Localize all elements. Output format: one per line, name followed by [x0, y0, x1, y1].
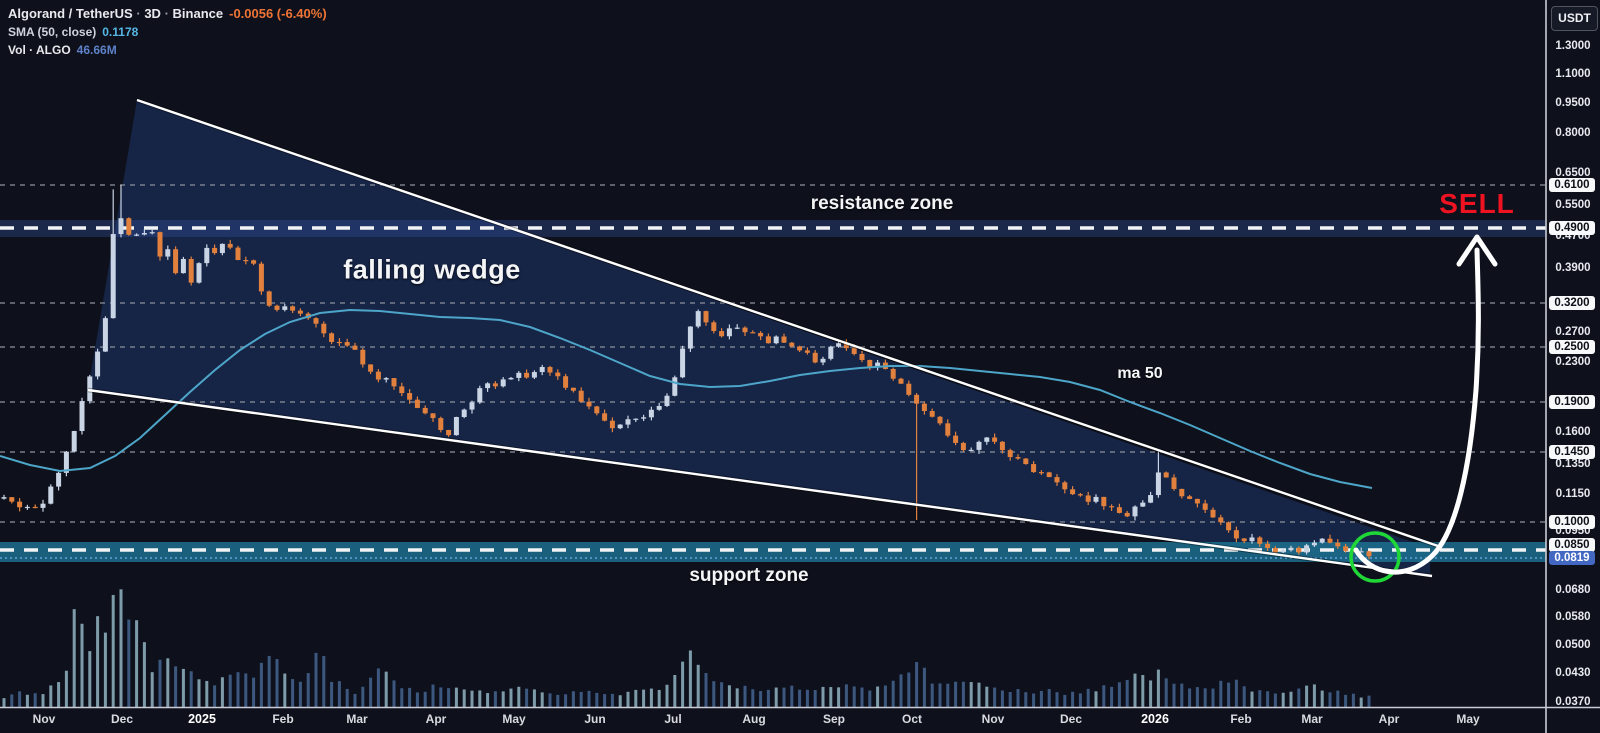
price-axis-label: 0.1350 [1555, 458, 1591, 470]
current-price-label: 0.0819 [1549, 551, 1595, 565]
sma-label: SMA (50, close) [8, 25, 97, 39]
volume-indicator-row[interactable]: Vol · ALGO 46.66M [8, 41, 327, 59]
time-axis-month-label: Apr [1378, 712, 1400, 726]
price-level-label: 0.1450 [1549, 445, 1595, 459]
time-axis-month-label: Dec [110, 712, 134, 726]
price-axis-label: 0.6500 [1555, 167, 1591, 179]
chart-legend: Algorand / TetherUS · 3D · Binance -0.005… [8, 5, 327, 59]
price-level-label: 0.3200 [1549, 296, 1595, 310]
price-axis-label: 1.3000 [1555, 40, 1591, 52]
price-axis-label: 0.0370 [1555, 696, 1591, 708]
time-axis-year-label: 2025 [188, 712, 216, 726]
symbol-row[interactable]: Algorand / TetherUS · 3D · Binance -0.005… [8, 5, 327, 23]
price-axis-label: 0.0680 [1555, 584, 1591, 596]
sell-annotation[interactable]: SELL [1439, 188, 1515, 219]
currency-toggle-button[interactable]: USDT [1551, 6, 1598, 31]
time-axis-month-label: Nov [981, 712, 1005, 726]
price-axis-label: 1.1000 [1555, 68, 1591, 80]
time-axis-month-label: Aug [742, 712, 766, 726]
time-axis-month-label: May [502, 712, 526, 726]
vol-label: Vol · ALGO [8, 43, 71, 57]
time-axis-month-label: Mar [346, 712, 368, 726]
time-axis-year-label: 2026 [1141, 712, 1169, 726]
sma-indicator-row[interactable]: SMA (50, close) 0.1178 [8, 23, 327, 41]
time-axis-month-label: Nov [32, 712, 56, 726]
time-axis-month-label: May [1456, 712, 1480, 726]
time-axis-month-label: Dec [1059, 712, 1083, 726]
time-axis-month-label: Feb [1230, 712, 1252, 726]
time-axis-month-label: Sep [822, 712, 846, 726]
price-level-label: 0.6100 [1549, 178, 1595, 192]
vol-value: 46.66M [76, 43, 117, 57]
support-zone-label[interactable]: support zone [689, 565, 809, 586]
time-scale[interactable]: Nov Dec 2025 Feb Mar Apr May Jun Jul Aug Sep Oct Nov… [0, 708, 1600, 733]
price-level-label: 0.2500 [1549, 340, 1595, 354]
price-axis-label: 0.0500 [1555, 639, 1591, 651]
ma50-label[interactable]: ma 50 [1117, 365, 1163, 382]
price-level-label: 0.4900 [1549, 221, 1595, 235]
resistance-zone-label[interactable]: resistance zone [810, 193, 954, 214]
price-axis-label: 0.9500 [1555, 97, 1591, 109]
price-axis-label: 0.5500 [1555, 199, 1591, 211]
price-axis-label: 0.3900 [1555, 262, 1591, 274]
time-axis-month-label: Mar [1301, 712, 1323, 726]
price-axis-label: 0.2300 [1555, 356, 1591, 368]
time-axis-month-label: Jul [664, 712, 682, 726]
sma-value: 0.1178 [102, 25, 139, 39]
price-scale[interactable]: 1.3000 1.1000 0.9500 0.8000 0.6500 0.5500 0.47… [1546, 0, 1600, 733]
time-axis-month-label: Oct [901, 712, 923, 726]
time-axis-month-label: Feb [272, 712, 294, 726]
price-level-label: 0.1000 [1549, 515, 1595, 529]
falling-wedge-label[interactable]: falling wedge [343, 254, 521, 285]
price-axis-label: 0.1600 [1555, 426, 1591, 438]
symbol-title[interactable]: Algorand / TetherUS · 3D · Binance [8, 6, 224, 21]
price-level-label: 0.1900 [1549, 395, 1595, 409]
price-change: -0.0056 (-6.40%) [229, 6, 327, 21]
price-axis-label: 0.1150 [1555, 488, 1591, 500]
price-axis-label: 0.2700 [1555, 326, 1591, 338]
price-axis-label: 0.0580 [1555, 611, 1591, 623]
price-level-label: 0.0850 [1549, 538, 1595, 552]
price-axis-label: 0.0430 [1555, 667, 1591, 679]
time-axis-month-label: Jun [584, 712, 606, 726]
price-axis-label: 0.8000 [1555, 127, 1591, 139]
time-axis-month-label: Apr [425, 712, 447, 726]
